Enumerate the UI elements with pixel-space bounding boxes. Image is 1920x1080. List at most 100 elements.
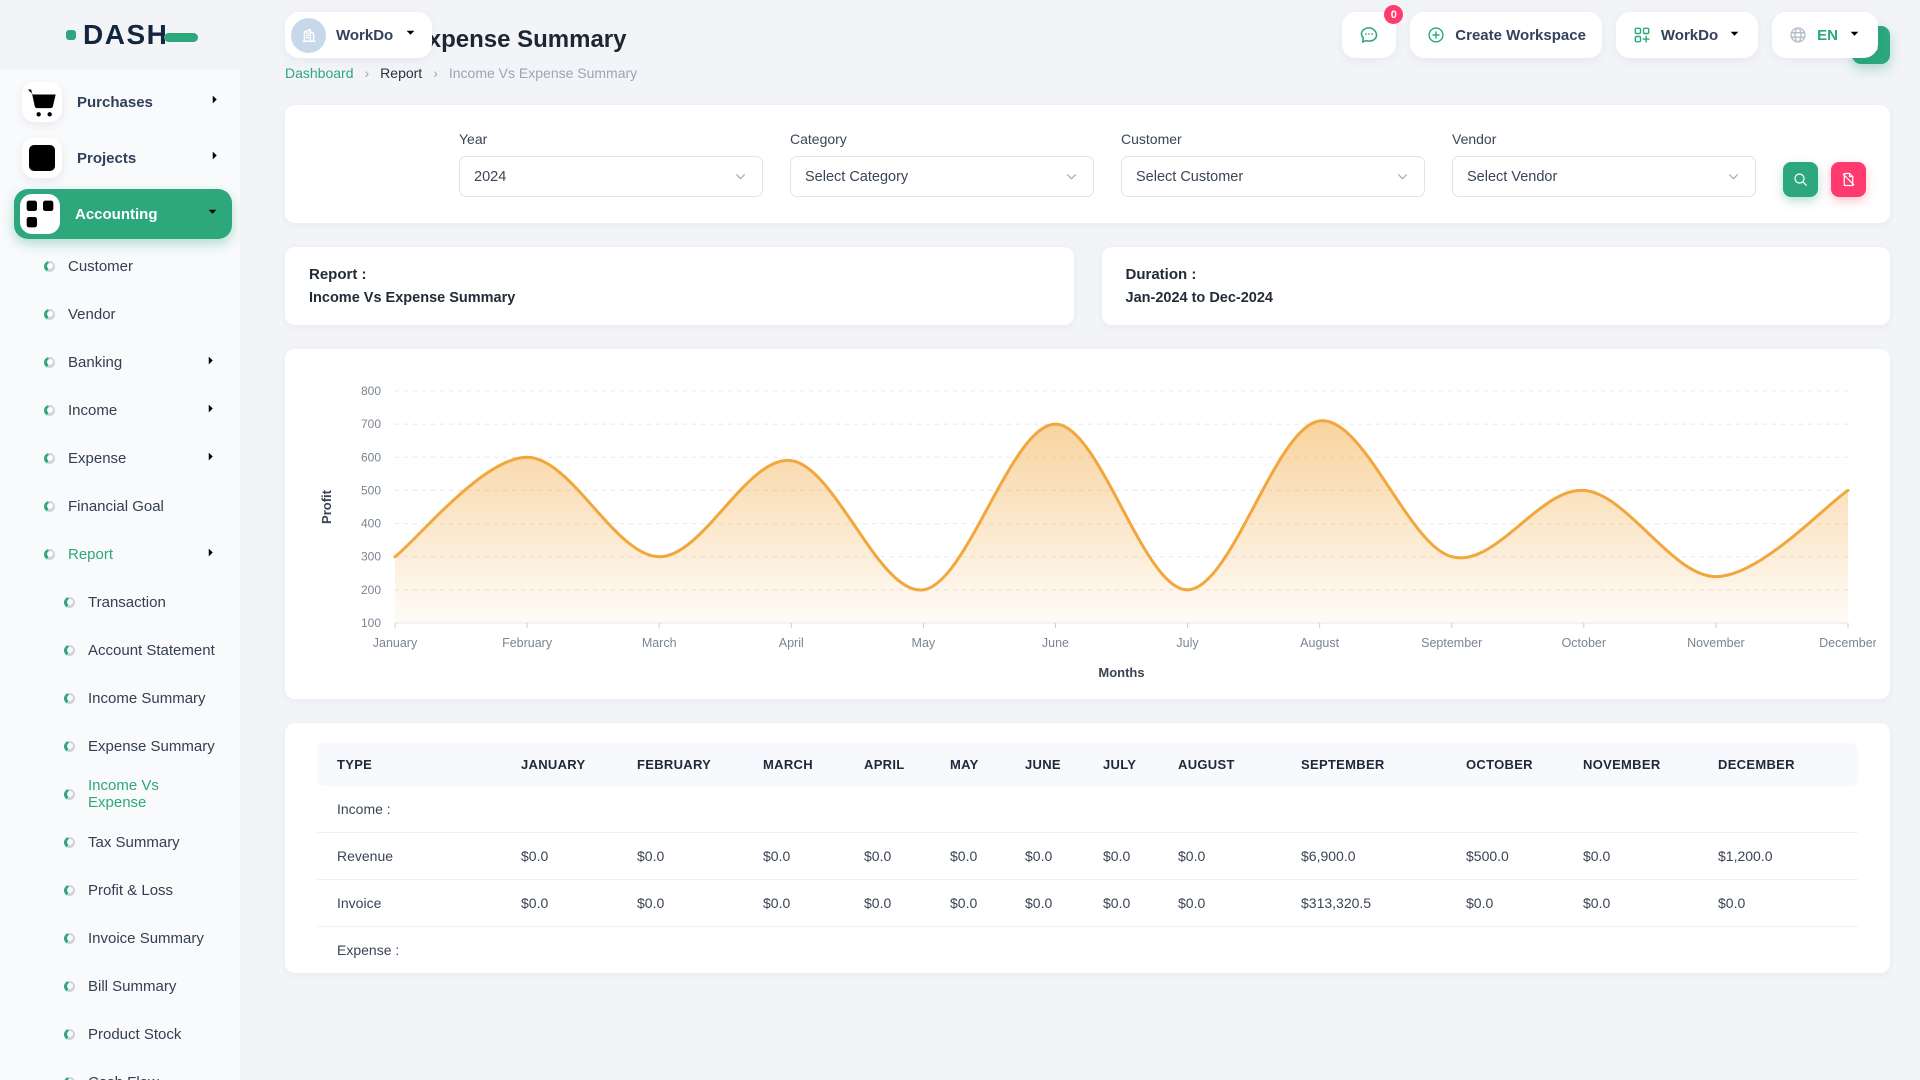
logo-dash-bar <box>164 33 198 42</box>
sidebar-item-purchases[interactable]: Purchases <box>0 74 240 130</box>
bullet-icon <box>64 597 75 608</box>
bullet-icon <box>44 453 55 464</box>
filter-select-vendor[interactable]: Select Vendor <box>1452 156 1756 197</box>
svg-text:May: May <box>912 636 936 650</box>
sidebar-item-income-vs-expense[interactable]: Income Vs Expense <box>0 770 240 818</box>
chevron-down-icon <box>1064 169 1079 184</box>
sidebar-item-invoice-summary[interactable]: Invoice Summary <box>0 914 240 962</box>
notification-badge: 0 <box>1384 5 1403 24</box>
language-button[interactable]: EN <box>1772 12 1878 58</box>
sidebar-item-label: Vendor <box>68 306 218 323</box>
bullet-icon <box>64 741 75 752</box>
chevron-right-icon <box>203 545 218 564</box>
svg-text:July: July <box>1176 636 1199 650</box>
sidebar-item-vendor[interactable]: Vendor <box>0 290 240 338</box>
file-slash-icon <box>1840 171 1857 188</box>
bullet-icon <box>64 933 75 944</box>
report-card-title: Report : <box>309 266 1050 283</box>
sidebar-item-financial-goal[interactable]: Financial Goal <box>0 482 240 530</box>
table-cell: $0.0 <box>1017 880 1095 927</box>
sidebar-item-customer[interactable]: Customer <box>0 242 240 290</box>
topbar: DASH WorkDo 0 Create Workspace WorkDo EN <box>0 0 1920 70</box>
filter-select-category[interactable]: Select Category <box>790 156 1094 197</box>
sidebar-item-profit-loss[interactable]: Profit & Loss <box>0 866 240 914</box>
filter-field-vendor: VendorSelect Vendor <box>1452 131 1756 197</box>
report-card-value: Income Vs Expense Summary <box>309 290 1050 306</box>
bullet-icon <box>44 261 55 272</box>
sidebar-item-label: Bill Summary <box>88 978 218 995</box>
table-header-cell-august: AUGUST <box>1170 743 1293 786</box>
filter-label: Customer <box>1121 131 1425 147</box>
table-cell: $0.0 <box>942 880 1017 927</box>
bullet-icon <box>64 1029 75 1040</box>
filter-label: Year <box>459 131 763 147</box>
workspace-menu-button[interactable]: WorkDo <box>1616 12 1758 58</box>
sidebar-item-label: Expense <box>68 450 190 467</box>
sidebar-item-projects[interactable]: Projects <box>0 130 240 186</box>
table-header-cell-type: TYPE <box>317 743 513 786</box>
create-workspace-button[interactable]: Create Workspace <box>1410 12 1602 58</box>
topbar-actions: 0 Create Workspace WorkDo EN <box>1342 12 1878 58</box>
sidebar-item-income-summary[interactable]: Income Summary <box>0 674 240 722</box>
brand-logo[interactable]: DASH <box>66 19 198 51</box>
sidebar-item-income[interactable]: Income <box>0 386 240 434</box>
sidebar-item-transaction[interactable]: Transaction <box>0 578 240 626</box>
sidebar-item-bill-summary[interactable]: Bill Summary <box>0 962 240 1010</box>
sidebar-item-label: Invoice Summary <box>88 930 218 947</box>
table-cell: $0.0 <box>755 880 856 927</box>
svg-text:Profit: Profit <box>319 489 334 524</box>
sidebar-item-label: Account Statement <box>88 642 218 659</box>
messages-button[interactable]: 0 <box>1342 12 1396 58</box>
search-button[interactable] <box>1783 162 1818 197</box>
filter-field-customer: Customer Select Customer <box>1121 131 1425 197</box>
grid-plus-icon <box>20 194 60 234</box>
table-section-row-income: Income : <box>317 786 1858 833</box>
svg-text:December: December <box>1819 636 1876 650</box>
table-row-label: Revenue <box>317 833 513 880</box>
workspace-menu-label: WorkDo <box>1661 27 1718 44</box>
tasks-icon <box>22 138 62 178</box>
table-header-cell-september: SEPTEMBER <box>1293 743 1458 786</box>
table-cell: $0.0 <box>1458 880 1575 927</box>
svg-text:October: October <box>1562 636 1606 650</box>
bullet-icon <box>64 885 75 896</box>
chevron-down-icon <box>733 169 748 184</box>
sidebar-item-banking[interactable]: Banking <box>0 338 240 386</box>
grid-plus-icon <box>1632 25 1652 45</box>
table-row-invoice: Invoice$0.0$0.0$0.0$0.0$0.0$0.0$0.0$0.0$… <box>317 880 1858 927</box>
language-label: EN <box>1817 27 1838 44</box>
sidebar-item-label: Projects <box>77 150 192 167</box>
table-section-label: Expense : <box>317 927 1858 974</box>
bullet-icon <box>64 693 75 704</box>
building-icon <box>299 25 319 45</box>
reset-button[interactable] <box>1831 162 1866 197</box>
chat-icon <box>1358 24 1380 46</box>
table-row-revenue: Revenue$0.0$0.0$0.0$0.0$0.0$0.0$0.0$0.0$… <box>317 833 1858 880</box>
chevron-down-icon <box>403 25 418 45</box>
sidebar-item-product-stock[interactable]: Product Stock <box>0 1010 240 1058</box>
table-cell: $0.0 <box>856 833 942 880</box>
svg-text:September: September <box>1421 636 1482 650</box>
workspace-chip[interactable]: WorkDo <box>285 12 432 58</box>
filter-actions <box>1783 162 1866 197</box>
svg-text:700: 700 <box>361 417 381 431</box>
sidebar-item-label: Product Stock <box>88 1026 218 1043</box>
search-icon <box>1792 171 1809 188</box>
table-cell: $0.0 <box>1095 880 1170 927</box>
table-cell: $0.0 <box>629 880 755 927</box>
sidebar-item-report[interactable]: Report <box>0 530 240 578</box>
sidebar-item-account-statement[interactable]: Account Statement <box>0 626 240 674</box>
filter-select-value: Select Vendor <box>1467 169 1557 185</box>
sidebar-item-label: Tax Summary <box>88 834 218 851</box>
plus-circle-icon <box>1426 25 1446 45</box>
sidebar-item-label: Profit & Loss <box>88 882 218 899</box>
filter-select-customer[interactable]: Select Customer <box>1121 156 1425 197</box>
sidebar-item-expense-summary[interactable]: Expense Summary <box>0 722 240 770</box>
sidebar-item-cash-flow[interactable]: Cash Flow <box>0 1058 240 1080</box>
bullet-icon <box>64 1077 75 1080</box>
sidebar-item-expense[interactable]: Expense <box>0 434 240 482</box>
table-header-cell-march: MARCH <box>755 743 856 786</box>
filter-select-year[interactable]: 2024 <box>459 156 763 197</box>
sidebar-item-tax-summary[interactable]: Tax Summary <box>0 818 240 866</box>
sidebar-item-accounting[interactable]: Accounting <box>14 189 232 239</box>
